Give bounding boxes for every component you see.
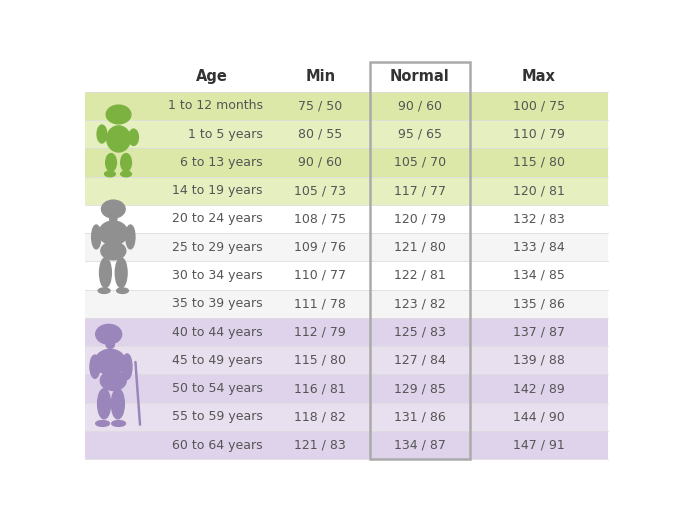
Bar — [84, 62, 608, 92]
Text: 122 / 81: 122 / 81 — [394, 269, 445, 282]
Text: 121 / 83: 121 / 83 — [294, 439, 346, 452]
Ellipse shape — [116, 258, 127, 288]
Text: Max: Max — [522, 69, 556, 84]
Text: 109 / 76: 109 / 76 — [294, 240, 346, 254]
Text: 121 / 80: 121 / 80 — [394, 240, 445, 254]
Text: 80 / 55: 80 / 55 — [298, 127, 342, 141]
Bar — [84, 233, 608, 261]
Text: 50 to 54 years: 50 to 54 years — [172, 382, 262, 395]
Text: Min: Min — [305, 69, 335, 84]
Ellipse shape — [99, 221, 128, 245]
Text: 115 / 80: 115 / 80 — [513, 156, 565, 169]
Text: 133 / 84: 133 / 84 — [513, 240, 565, 254]
Ellipse shape — [106, 341, 114, 348]
Text: 105 / 73: 105 / 73 — [294, 184, 346, 197]
Bar — [84, 92, 608, 120]
Text: 1 to 12 months: 1 to 12 months — [168, 100, 262, 112]
Bar — [84, 176, 608, 205]
Text: 132 / 83: 132 / 83 — [513, 213, 565, 225]
Text: 115 / 80: 115 / 80 — [294, 354, 346, 367]
Text: 139 / 88: 139 / 88 — [513, 354, 565, 367]
Text: 144 / 90: 144 / 90 — [513, 410, 565, 423]
Text: 90 / 60: 90 / 60 — [397, 100, 442, 112]
Text: 110 / 77: 110 / 77 — [294, 269, 346, 282]
Text: 90 / 60: 90 / 60 — [298, 156, 342, 169]
Ellipse shape — [116, 288, 128, 294]
Text: 116 / 81: 116 / 81 — [294, 382, 346, 395]
Text: 134 / 85: 134 / 85 — [513, 269, 565, 282]
Ellipse shape — [105, 171, 116, 177]
Text: Normal: Normal — [390, 69, 450, 84]
Ellipse shape — [97, 389, 111, 419]
Text: 14 to 19 years: 14 to 19 years — [172, 184, 262, 197]
Ellipse shape — [98, 288, 110, 294]
Text: 112 / 79: 112 / 79 — [294, 326, 346, 338]
Text: 40 to 44 years: 40 to 44 years — [172, 326, 262, 338]
Text: 20 to 24 years: 20 to 24 years — [172, 213, 262, 225]
Ellipse shape — [90, 355, 100, 378]
Text: 111 / 78: 111 / 78 — [294, 297, 346, 310]
Bar — [84, 289, 608, 318]
Ellipse shape — [121, 171, 131, 177]
Ellipse shape — [96, 421, 110, 426]
Circle shape — [96, 325, 122, 344]
Text: 147 / 91: 147 / 91 — [513, 439, 565, 452]
Text: 142 / 89: 142 / 89 — [513, 382, 565, 395]
Ellipse shape — [107, 126, 130, 152]
Text: 110 / 79: 110 / 79 — [513, 127, 565, 141]
Bar — [84, 431, 608, 459]
Text: 123 / 82: 123 / 82 — [394, 297, 445, 310]
Bar — [84, 205, 608, 233]
Text: 100 / 75: 100 / 75 — [513, 100, 565, 112]
Ellipse shape — [112, 421, 126, 426]
Text: 127 / 84: 127 / 84 — [394, 354, 445, 367]
Ellipse shape — [101, 242, 126, 260]
Ellipse shape — [122, 354, 132, 379]
Ellipse shape — [112, 389, 124, 419]
Circle shape — [101, 200, 125, 218]
Circle shape — [106, 105, 131, 124]
Text: Age: Age — [195, 69, 228, 84]
Text: 118 / 82: 118 / 82 — [294, 410, 346, 423]
Text: 120 / 79: 120 / 79 — [394, 213, 445, 225]
Bar — [84, 148, 608, 176]
Ellipse shape — [110, 216, 117, 222]
Text: 75 / 50: 75 / 50 — [298, 100, 342, 112]
Text: 30 to 34 years: 30 to 34 years — [172, 269, 262, 282]
Bar — [84, 375, 608, 402]
Text: 95 / 65: 95 / 65 — [397, 127, 442, 141]
Ellipse shape — [121, 154, 131, 171]
Text: 137 / 87: 137 / 87 — [513, 326, 565, 338]
Text: 134 / 87: 134 / 87 — [394, 439, 445, 452]
Bar — [84, 120, 608, 148]
Ellipse shape — [95, 349, 126, 375]
Ellipse shape — [128, 129, 139, 146]
Text: 120 / 81: 120 / 81 — [513, 184, 565, 197]
Text: 135 / 86: 135 / 86 — [513, 297, 565, 310]
Bar — [84, 261, 608, 289]
Ellipse shape — [100, 370, 126, 391]
Text: 129 / 85: 129 / 85 — [394, 382, 445, 395]
Text: 25 to 29 years: 25 to 29 years — [172, 240, 262, 254]
Text: 117 / 77: 117 / 77 — [394, 184, 445, 197]
Ellipse shape — [97, 125, 107, 143]
Text: 125 / 83: 125 / 83 — [394, 326, 445, 338]
Text: 108 / 75: 108 / 75 — [294, 213, 346, 225]
Ellipse shape — [92, 225, 101, 249]
Ellipse shape — [105, 154, 116, 171]
Bar — [84, 318, 608, 346]
Text: 105 / 70: 105 / 70 — [393, 156, 446, 169]
Bar — [84, 346, 608, 375]
Text: 45 to 49 years: 45 to 49 years — [172, 354, 262, 367]
Text: 35 to 39 years: 35 to 39 years — [172, 297, 262, 310]
Text: 1 to 5 years: 1 to 5 years — [188, 127, 262, 141]
Text: 131 / 86: 131 / 86 — [394, 410, 445, 423]
Text: 55 to 59 years: 55 to 59 years — [172, 410, 262, 423]
Text: 60 to 64 years: 60 to 64 years — [172, 439, 262, 452]
Text: 6 to 13 years: 6 to 13 years — [180, 156, 262, 169]
Bar — [84, 402, 608, 431]
Ellipse shape — [126, 225, 135, 249]
Ellipse shape — [99, 258, 112, 288]
